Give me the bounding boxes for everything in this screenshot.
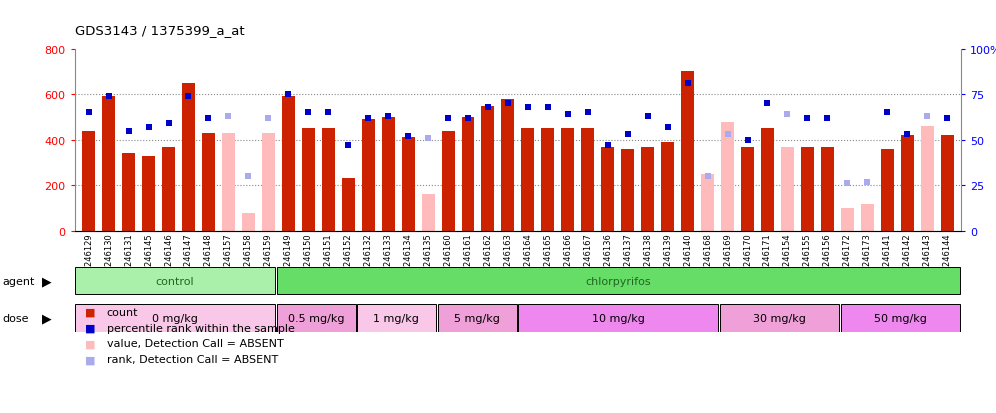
Text: ■: ■ bbox=[85, 323, 96, 333]
Bar bbox=[358, 304, 436, 332]
Text: ▶: ▶ bbox=[42, 274, 52, 287]
Text: value, Detection Call = ABSENT: value, Detection Call = ABSENT bbox=[107, 339, 283, 349]
Text: percentile rank within the sample: percentile rank within the sample bbox=[107, 323, 295, 333]
Bar bbox=[940, 136, 953, 231]
Text: 30 mg/kg: 30 mg/kg bbox=[753, 313, 806, 323]
Bar bbox=[501, 100, 514, 231]
Text: ■: ■ bbox=[85, 354, 96, 364]
Bar bbox=[761, 129, 774, 231]
Bar bbox=[880, 150, 893, 231]
Bar bbox=[342, 179, 355, 231]
Text: count: count bbox=[107, 307, 138, 317]
Text: 10 mg/kg: 10 mg/kg bbox=[592, 313, 644, 323]
Bar bbox=[242, 213, 255, 231]
Bar bbox=[720, 304, 839, 332]
Bar bbox=[222, 134, 235, 231]
Bar bbox=[123, 154, 135, 231]
Text: GDS3143 / 1375399_a_at: GDS3143 / 1375399_a_at bbox=[75, 24, 244, 37]
Bar bbox=[602, 147, 615, 231]
Bar bbox=[900, 136, 913, 231]
Bar bbox=[322, 129, 335, 231]
Bar bbox=[661, 143, 674, 231]
Bar bbox=[103, 97, 116, 231]
Bar bbox=[841, 209, 854, 231]
Text: dose: dose bbox=[2, 313, 29, 323]
Bar bbox=[701, 174, 714, 231]
Text: ▶: ▶ bbox=[42, 311, 52, 325]
Bar bbox=[162, 147, 175, 231]
Bar bbox=[277, 304, 356, 332]
Bar bbox=[302, 129, 315, 231]
Text: ■: ■ bbox=[85, 339, 96, 349]
Text: ■: ■ bbox=[85, 307, 96, 317]
Text: rank, Detection Call = ABSENT: rank, Detection Call = ABSENT bbox=[107, 354, 278, 364]
Bar bbox=[202, 134, 215, 231]
Bar bbox=[262, 134, 275, 231]
Bar bbox=[741, 147, 754, 231]
Bar bbox=[681, 72, 694, 231]
Bar bbox=[381, 118, 394, 231]
Bar bbox=[542, 129, 555, 231]
Bar bbox=[277, 267, 960, 295]
Bar bbox=[841, 304, 960, 332]
Bar bbox=[781, 147, 794, 231]
Bar bbox=[421, 195, 434, 231]
Bar bbox=[142, 157, 155, 231]
Text: 0 mg/kg: 0 mg/kg bbox=[151, 313, 198, 323]
Bar bbox=[920, 127, 933, 231]
Text: 1 mg/kg: 1 mg/kg bbox=[374, 313, 419, 323]
Bar bbox=[641, 147, 654, 231]
Bar bbox=[522, 129, 535, 231]
Bar bbox=[821, 147, 834, 231]
Bar bbox=[721, 122, 734, 231]
Bar bbox=[861, 204, 873, 231]
Bar bbox=[75, 304, 275, 332]
Bar bbox=[437, 304, 517, 332]
Bar bbox=[441, 131, 454, 231]
Bar bbox=[401, 138, 414, 231]
Text: 0.5 mg/kg: 0.5 mg/kg bbox=[288, 313, 344, 323]
Bar bbox=[75, 267, 275, 295]
Bar bbox=[562, 129, 575, 231]
Bar bbox=[362, 120, 374, 231]
Bar bbox=[582, 129, 595, 231]
Text: 5 mg/kg: 5 mg/kg bbox=[454, 313, 500, 323]
Text: control: control bbox=[155, 276, 194, 286]
Bar bbox=[461, 118, 474, 231]
Bar bbox=[83, 131, 96, 231]
Bar bbox=[481, 107, 494, 231]
Text: chlorpyrifos: chlorpyrifos bbox=[586, 276, 650, 286]
Bar bbox=[801, 147, 814, 231]
Bar bbox=[282, 97, 295, 231]
Bar bbox=[622, 150, 634, 231]
Bar bbox=[518, 304, 718, 332]
Text: 50 mg/kg: 50 mg/kg bbox=[873, 313, 926, 323]
Bar bbox=[182, 83, 195, 231]
Text: agent: agent bbox=[2, 276, 35, 286]
